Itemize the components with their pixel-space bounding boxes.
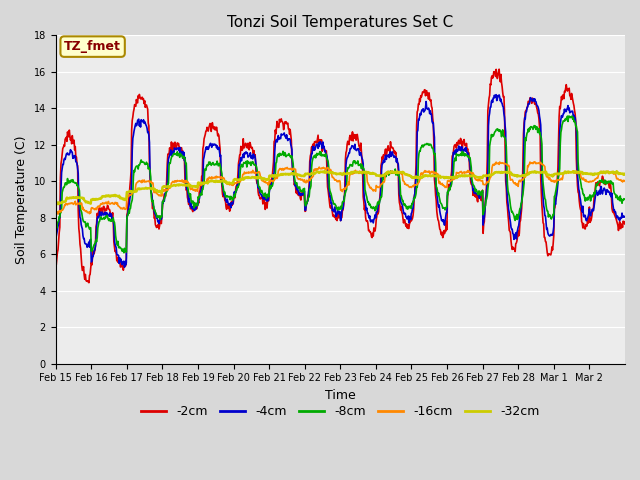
- -8cm: [564, 113, 572, 119]
- -2cm: [594, 179, 602, 185]
- -32cm: [388, 169, 396, 175]
- -2cm: [158, 212, 166, 218]
- -2cm: [85, 280, 93, 286]
- Line: -8cm: -8cm: [56, 116, 625, 253]
- Line: -2cm: -2cm: [56, 69, 625, 283]
- -32cm: [54, 201, 62, 207]
- -4cm: [621, 214, 629, 220]
- -16cm: [158, 193, 166, 199]
- -2cm: [495, 66, 503, 72]
- Y-axis label: Soil Temperature (C): Soil Temperature (C): [15, 135, 28, 264]
- Title: Tonzi Soil Temperatures Set C: Tonzi Soil Temperatures Set C: [227, 15, 454, 30]
- -8cm: [158, 214, 166, 219]
- -4cm: [121, 264, 129, 270]
- -16cm: [289, 168, 296, 173]
- -4cm: [594, 192, 602, 198]
- Legend: -2cm, -4cm, -8cm, -16cm, -32cm: -2cm, -4cm, -8cm, -16cm, -32cm: [136, 400, 545, 423]
- -2cm: [603, 179, 611, 184]
- -32cm: [289, 170, 296, 176]
- -8cm: [594, 181, 602, 187]
- -8cm: [603, 179, 611, 184]
- -4cm: [388, 151, 396, 157]
- -16cm: [80, 207, 88, 213]
- -16cm: [388, 169, 396, 175]
- -32cm: [158, 189, 166, 195]
- Line: -32cm: -32cm: [56, 171, 625, 204]
- -16cm: [603, 169, 611, 175]
- -16cm: [54, 211, 62, 217]
- -16cm: [594, 175, 602, 181]
- Text: TZ_fmet: TZ_fmet: [64, 40, 121, 53]
- -4cm: [603, 187, 611, 193]
- -4cm: [289, 168, 296, 174]
- -8cm: [52, 221, 60, 227]
- -4cm: [79, 233, 87, 239]
- -8cm: [388, 170, 396, 176]
- -2cm: [388, 144, 396, 150]
- -32cm: [321, 168, 328, 174]
- -32cm: [594, 171, 602, 177]
- -2cm: [79, 265, 87, 271]
- -32cm: [603, 168, 611, 174]
- -8cm: [289, 157, 296, 163]
- -2cm: [52, 260, 60, 266]
- -32cm: [621, 171, 629, 177]
- -16cm: [621, 179, 629, 184]
- -4cm: [158, 214, 166, 220]
- -2cm: [289, 164, 296, 170]
- -32cm: [80, 195, 88, 201]
- X-axis label: Time: Time: [325, 389, 356, 402]
- -2cm: [621, 221, 629, 227]
- -4cm: [492, 92, 500, 97]
- -8cm: [79, 217, 87, 223]
- -4cm: [52, 235, 60, 241]
- Line: -16cm: -16cm: [56, 162, 625, 214]
- -8cm: [621, 197, 629, 203]
- -8cm: [120, 250, 128, 256]
- Line: -4cm: -4cm: [56, 95, 625, 267]
- -16cm: [52, 208, 60, 214]
- -16cm: [531, 159, 539, 165]
- -32cm: [52, 200, 60, 206]
